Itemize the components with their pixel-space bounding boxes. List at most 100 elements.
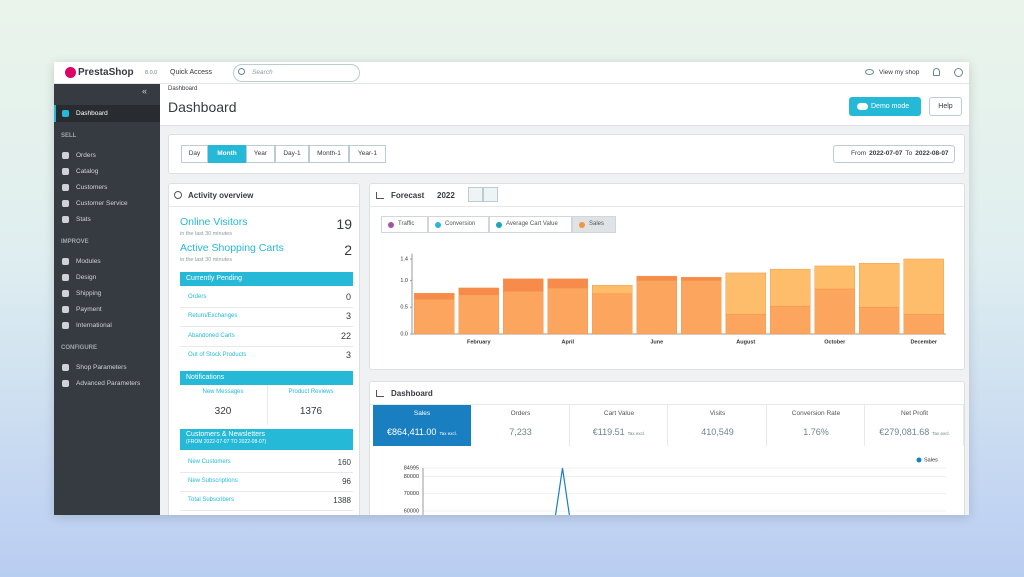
logo[interactable]: PrestaShop — [78, 67, 134, 78]
customer-label[interactable]: New Subscriptions — [188, 478, 238, 484]
pending-label[interactable]: Abandoned Carts — [188, 333, 235, 339]
y-tick-label: 84995 — [404, 465, 419, 471]
divider — [180, 307, 353, 308]
x-tick-label: December — [910, 339, 937, 345]
kpi-number: €119.51 — [592, 427, 625, 437]
pending-label[interactable]: Orders — [188, 294, 207, 300]
bar-segment — [636, 280, 677, 335]
bar-segment — [547, 287, 588, 335]
menu-icon — [62, 152, 69, 159]
legend-tab[interactable]: Sales — [572, 216, 616, 233]
bar-segment — [414, 298, 455, 335]
bar-segment — [503, 278, 544, 292]
menu-item[interactable]: Payment — [76, 306, 102, 313]
kpi-cell[interactable]: Cart Value €119.51 Tax excl. — [570, 405, 668, 446]
bar-segment — [770, 268, 811, 307]
menu-item[interactable]: Advanced Parameters — [76, 380, 141, 387]
menu-item[interactable]: Design — [76, 274, 97, 281]
prev-year[interactable] — [468, 187, 483, 202]
menu-item[interactable]: Customers — [76, 184, 108, 191]
bar-segment — [903, 258, 944, 315]
date-range-button[interactable]: From 2022-07-07 To 2022-08-07 — [833, 145, 955, 163]
notification-label[interactable]: New Messages — [202, 389, 244, 395]
help-button[interactable]: Help — [929, 97, 962, 116]
menu-icon — [62, 216, 69, 223]
kpi-number: 1.76% — [803, 427, 829, 437]
collapse[interactable]: « — [142, 86, 148, 96]
kpi-value: €119.51 Tax excl. — [570, 427, 668, 437]
kpi-cell[interactable]: Conversion Rate 1.76% — [767, 405, 865, 446]
pending-label[interactable]: Out of Stock Products — [188, 352, 247, 358]
customer-value: 96 — [342, 477, 351, 486]
legend-tab[interactable]: Traffic — [381, 216, 428, 233]
date-range-part: From — [851, 150, 867, 157]
kpi-label: Cart Value — [603, 410, 635, 417]
divider — [180, 346, 353, 347]
customer-value: 1388 — [333, 496, 351, 505]
menu-icon — [62, 322, 69, 329]
customer-label[interactable]: Total Subscribers — [188, 497, 235, 503]
line — [554, 467, 570, 515]
menu-item[interactable]: Catalog — [76, 168, 99, 175]
period-button[interactable]: Day — [181, 145, 208, 163]
menu-item[interactable]: International — [76, 322, 112, 329]
menu-icon — [62, 168, 69, 175]
y-tick-label: 80000 — [404, 474, 419, 480]
demo-mode-button[interactable]: Demo mode — [849, 97, 921, 116]
period-button[interactable]: Year — [246, 145, 275, 163]
menu-item[interactable]: Shipping — [76, 290, 102, 297]
view-shop[interactable]: View my shop — [879, 69, 920, 76]
menu-item[interactable]: Shop Parameters — [76, 364, 127, 371]
period-button[interactable]: Day-1 — [275, 145, 309, 163]
kpi-cell[interactable]: Net Profit €279,081.68 Tax excl. — [865, 405, 964, 446]
bar-segment — [503, 290, 544, 335]
online-label[interactable]: Online Visitors — [180, 216, 248, 228]
breadcrumb[interactable]: Dashboard — [168, 86, 198, 92]
kpi-cell[interactable]: Orders 7,233 — [471, 405, 570, 446]
kpi-label: Conversion Rate — [791, 410, 841, 417]
customer-label[interactable]: New Customers — [188, 459, 231, 465]
divider — [370, 206, 964, 207]
legend-dot — [579, 222, 585, 228]
kpi-note: Tax excl. — [932, 431, 950, 436]
menu-item[interactable]: Stats — [76, 216, 91, 223]
legend-tab[interactable]: Conversion — [428, 216, 489, 233]
menu-item[interactable]: Dashboard — [76, 110, 108, 117]
online-value: 19 — [336, 216, 352, 232]
section-title: Customers & Newsletters — [186, 431, 265, 438]
y-tick-label: 60000 — [404, 508, 419, 514]
menu-item[interactable]: Modules — [76, 258, 101, 265]
kpi-cell[interactable]: Sales €864,411.00 Tax excl. — [373, 405, 471, 446]
period-button[interactable]: Month-1 — [309, 145, 349, 163]
bar-segment — [547, 278, 588, 289]
menu-icon — [62, 274, 69, 281]
kpi-label: Sales — [413, 410, 431, 417]
menu-icon — [62, 110, 69, 117]
divider — [180, 472, 353, 473]
quick-access[interactable]: Quick Access — [170, 69, 213, 76]
clock-icon — [174, 191, 182, 199]
legend-tab[interactable]: Average Cart Value — [489, 216, 572, 233]
eye-icon — [865, 69, 874, 75]
period-button[interactable]: Month — [208, 145, 246, 163]
next-year[interactable] — [483, 187, 498, 202]
bar-segment — [458, 287, 499, 296]
legend-dot — [496, 222, 502, 228]
menu-icon — [62, 290, 69, 297]
active-item — [54, 105, 160, 122]
forecast-chart: 0.0 0.5 1.0 1.4 February April June August Octob… — [400, 253, 946, 345]
bar-segment — [592, 293, 633, 335]
kpi-value: 7,233 — [472, 427, 570, 437]
user-icon[interactable] — [954, 68, 963, 77]
period-button[interactable]: Year-1 — [349, 145, 386, 163]
search-box[interactable] — [233, 64, 360, 82]
menu-item[interactable]: Customer Service — [76, 200, 128, 207]
kpi-cell[interactable]: Visits 410,549 — [668, 405, 767, 446]
menu-item[interactable]: Orders — [76, 152, 96, 159]
legend-label: Sales — [924, 457, 938, 463]
carts-label[interactable]: Active Shopping Carts — [180, 242, 284, 254]
notification-label[interactable]: Product Reviews — [288, 389, 334, 395]
pending-label[interactable]: Return/Exchanges — [188, 313, 238, 319]
bell-icon[interactable] — [933, 68, 940, 76]
kpi-number: 7,233 — [509, 427, 532, 437]
